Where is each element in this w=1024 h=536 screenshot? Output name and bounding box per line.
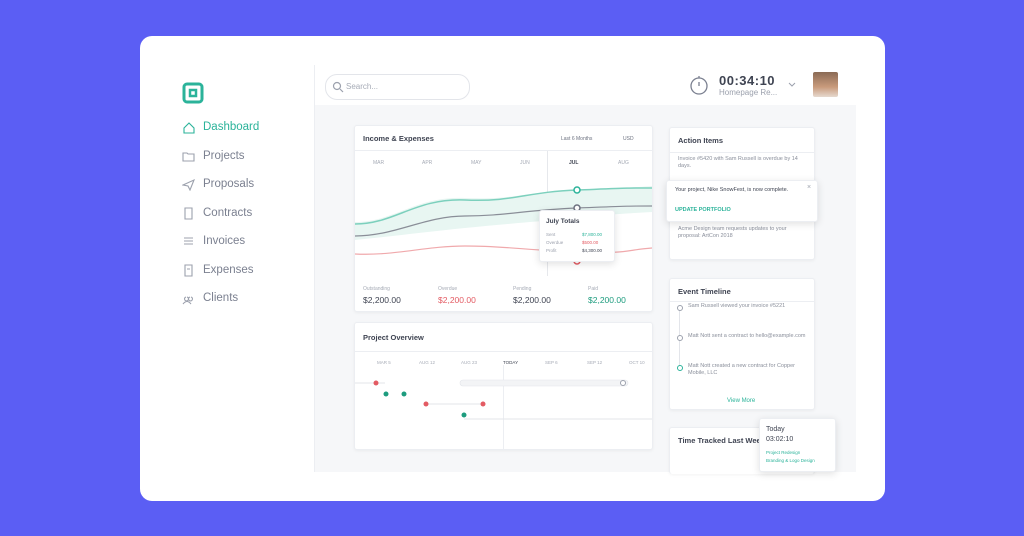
currency-select[interactable]: USD <box>623 136 634 142</box>
logo <box>182 82 204 104</box>
project-card: Project Overview MAR 5 AUG 12 AUG 23 TODAY S… <box>354 322 653 450</box>
event-dot <box>677 365 683 371</box>
divider <box>355 150 652 151</box>
card-title: Project Overview <box>363 333 424 342</box>
nav-item[interactable]: Contracts <box>203 206 253 219</box>
chevron[interactable] <box>788 82 796 88</box>
date-label: SEP 6 <box>545 360 558 365</box>
chart-lines <box>355 186 652 265</box>
nav-item[interactable]: Clients <box>203 292 239 304</box>
nav-icon <box>184 206 193 220</box>
card-title: Action Items <box>678 136 724 145</box>
popup-label: Today <box>766 426 785 433</box>
nav-item[interactable]: Expenses <box>203 263 254 276</box>
gantt <box>355 379 652 420</box>
timer-project: Homepage Re... <box>719 88 778 97</box>
tooltip-value: $4,300.00 <box>582 248 603 253</box>
time-popup: Today 03:02:10 Project Redesign Branding… <box>759 418 836 472</box>
nav-item[interactable]: Dashboard <box>203 121 260 133</box>
tooltip-value: $500.00 <box>582 240 599 245</box>
card-title: Time Tracked Last Week <box>678 436 765 445</box>
nav-item[interactable]: Projects <box>203 149 245 162</box>
event-text: Matt Nott sent a contract to hello@examp… <box>688 333 806 339</box>
nav-item[interactable]: Proposals <box>203 178 255 190</box>
tooltip-label: Overdue <box>546 240 564 245</box>
popup-line: Branding & Logo Design <box>766 458 815 463</box>
event-text: Matt Nott created a new contract for Cop… <box>688 363 795 376</box>
action-popup: Your project, Nike SnowFest, is now comp… <box>666 180 818 222</box>
popup-action[interactable]: UPDATE PORTFOLIO <box>675 207 731 213</box>
summary-label: Paid <box>588 286 599 292</box>
event-text: Sam Russell viewed your invoice #5221 <box>688 303 786 309</box>
tooltip-label: Profit <box>546 248 557 253</box>
card-title: Income & Expenses <box>363 134 434 143</box>
date-label: MAR 5 <box>377 360 391 365</box>
event-dot <box>677 335 683 341</box>
date-label: TODAY <box>503 360 519 365</box>
action-item: Invoice #5420 with Sam Russell is overdu… <box>678 156 798 169</box>
nav-item[interactable]: Invoices <box>203 235 246 247</box>
timer-icon <box>690 76 708 95</box>
summary-label: Pending <box>513 286 532 292</box>
popup-line: Project Redesign <box>766 450 801 455</box>
timer: 00:34:10 <box>719 73 776 88</box>
range-select[interactable]: Last 6 Months <box>561 136 593 142</box>
nav-icon <box>184 263 193 277</box>
nav-icon <box>182 178 195 191</box>
month-label: MAY <box>471 160 482 166</box>
divider <box>314 65 315 472</box>
month-label: MAR <box>373 160 385 166</box>
search-box[interactable]: Search... <box>325 74 470 100</box>
tooltip-value: $7,800.00 <box>582 232 603 237</box>
date-label: AUG 12 <box>419 360 436 365</box>
date-label: AUG 23 <box>461 360 478 365</box>
summary-label: Outstanding <box>363 286 390 292</box>
divider <box>670 301 814 302</box>
view-more[interactable]: View More <box>727 398 756 404</box>
event-card: Event Timeline View More Sam Russell vie… <box>669 278 815 410</box>
month-label: JUN <box>520 160 530 166</box>
divider <box>670 152 814 153</box>
nav-icon <box>183 122 195 134</box>
action-item: Acme Design team requests updates to you… <box>678 226 787 239</box>
tooltip-title: July Totals <box>546 218 580 225</box>
search-placeholder: Search... <box>346 82 379 91</box>
summary-value: $2,200.00 <box>363 295 401 305</box>
summary-label: Overdue <box>438 286 458 292</box>
nav-icon <box>184 237 193 245</box>
avatar[interactable] <box>813 72 838 97</box>
date-label: SEP 12 <box>587 360 603 365</box>
summary-value: $2,200.00 <box>438 295 476 305</box>
month-label: AUG <box>618 160 629 166</box>
popup-text: Your project, Nike SnowFest, is now comp… <box>675 187 789 193</box>
date-label: OCT 10 <box>629 360 645 365</box>
divider <box>355 351 652 352</box>
month-label: APR <box>422 160 433 166</box>
card-title: Event Timeline <box>678 287 731 296</box>
popup-time: 03:02:10 <box>766 436 794 443</box>
summary-value: $2,200.00 <box>588 295 626 305</box>
search-icon <box>332 81 344 93</box>
tooltip: July Totals Sent $7,800.00 Overdue $500.00 P… <box>539 210 615 262</box>
close-icon[interactable]: × <box>807 184 812 191</box>
today-line <box>503 365 504 449</box>
nav-icon <box>182 296 194 305</box>
summary-value: $2,200.00 <box>513 295 551 305</box>
month-label: JUL <box>569 160 579 166</box>
tooltip-label: Sent <box>546 232 556 237</box>
event-dot <box>677 305 683 311</box>
nav-icon <box>182 151 195 162</box>
